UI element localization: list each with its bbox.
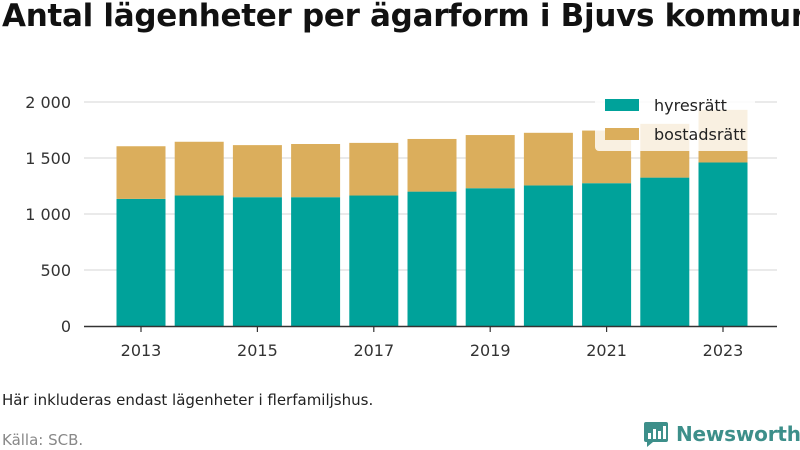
x-tick-label: 2017 — [353, 341, 394, 360]
legend-swatch-hyresrätt — [605, 99, 639, 111]
chart-title: Antal lägenheter per ägarform i Bjuvs ko… — [2, 0, 800, 34]
bars — [116, 109, 748, 326]
legend: hyresrätt bostadsrätt — [595, 89, 755, 151]
bar-bostadsrätt-2019 — [465, 135, 515, 189]
bar-hyresrätt-2018 — [407, 191, 457, 326]
chart-note: Här inkluderas endast lägenheter i flerf… — [2, 391, 374, 409]
bar-bostadsrätt-2018 — [407, 138, 457, 192]
bar-hyresrätt-2020 — [523, 185, 573, 326]
x-tick-label: 2019 — [470, 341, 511, 360]
bar-bostadsrätt-2015 — [232, 145, 282, 198]
bar-bostadsrätt-2017 — [349, 142, 399, 196]
x-tick-label: 2023 — [703, 341, 744, 360]
bar-hyresrätt-2015 — [232, 197, 282, 326]
x-tick-label: 2021 — [586, 341, 627, 360]
bar-hyresrätt-2022 — [640, 177, 690, 326]
chart-source: Källa: SCB. — [2, 431, 84, 449]
y-tick-label: 1 500 — [25, 149, 71, 168]
x-tick-label: 2015 — [237, 341, 278, 360]
legend-label-bostadsrätt: bostadsrätt — [654, 125, 746, 144]
bar-bostadsrätt-2016 — [291, 144, 341, 198]
legend-swatch-bostadsrätt — [605, 128, 639, 140]
legend-label-hyresrätt: hyresrätt — [654, 96, 727, 115]
bar-hyresrätt-2021 — [582, 183, 632, 326]
bar-bostadsrätt-2020 — [523, 132, 573, 186]
brand-logo: Newsworthy — [643, 420, 800, 448]
bar-bostadsrätt-2014 — [174, 141, 224, 196]
bar-hyresrätt-2013 — [116, 198, 166, 326]
bar-bostadsrätt-2013 — [116, 146, 166, 199]
y-tick-label: 2 000 — [25, 93, 71, 112]
x-tick-label: 2013 — [121, 341, 162, 360]
axes: 0 500 1 000 1 500 2 000 2013 2015 2017 2019 2021 2… — [25, 93, 777, 360]
bar-hyresrätt-2017 — [349, 195, 399, 326]
bar-hyresrätt-2023 — [698, 162, 748, 326]
bar-hyresrätt-2016 — [291, 197, 341, 326]
newsworthy-logo-icon — [644, 422, 668, 447]
bar-hyresrätt-2014 — [174, 195, 224, 326]
y-tick-label: 0 — [61, 317, 71, 336]
y-tick-label: 1 000 — [25, 205, 71, 224]
bar-hyresrätt-2019 — [465, 188, 515, 326]
y-tick-label: 500 — [40, 261, 71, 280]
brand-name: Newsworthy — [676, 422, 800, 446]
